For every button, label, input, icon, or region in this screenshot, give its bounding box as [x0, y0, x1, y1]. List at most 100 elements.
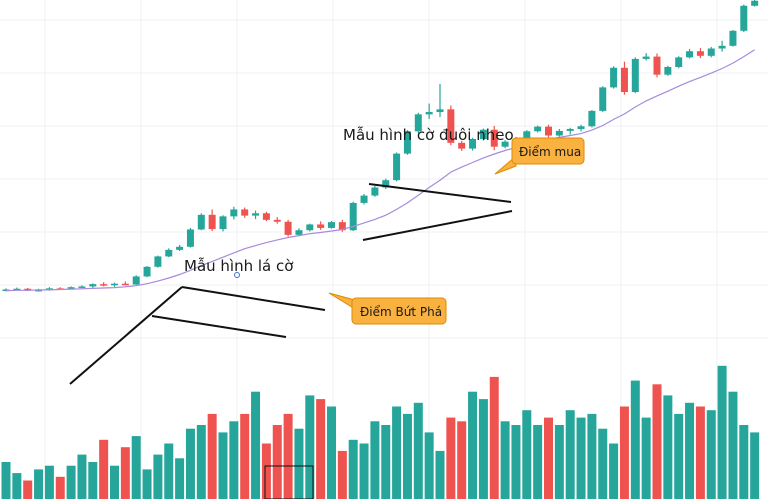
- volume-bar: [185, 428, 195, 499]
- candle: [403, 130, 411, 155]
- volume-bar: [544, 417, 553, 499]
- candle-body: [740, 5, 748, 31]
- volume-bar: [685, 402, 695, 499]
- volume-bar: [728, 391, 738, 499]
- candle: [631, 57, 639, 94]
- candle-body: [555, 130, 563, 136]
- candle-body: [642, 56, 650, 59]
- candle: [653, 53, 661, 78]
- candle-body: [382, 180, 390, 188]
- volume-bar: [609, 443, 619, 499]
- volume-bar: [196, 425, 206, 499]
- candle-body: [588, 110, 596, 127]
- pattern-trendlines: [69, 183, 513, 499]
- candle: [371, 185, 379, 197]
- moving-average-line: [5, 49, 755, 292]
- candle: [545, 124, 552, 138]
- candle-body: [132, 276, 140, 285]
- candle: [393, 152, 401, 182]
- volume-bar: [272, 425, 282, 499]
- candle-body: [197, 214, 205, 230]
- candle: [436, 83, 444, 118]
- volume-bar: [218, 432, 228, 499]
- cursor-marker: [234, 272, 240, 278]
- volume-bar: [1, 462, 11, 499]
- candle-body: [78, 286, 86, 288]
- candle: [154, 255, 162, 268]
- candle-body: [100, 284, 108, 286]
- candle-body: [479, 129, 487, 139]
- volume-bar: [44, 465, 54, 499]
- breakout-callout-label: Điểm Bứt Phá: [360, 305, 442, 319]
- candle: [317, 221, 325, 230]
- candle: [534, 125, 542, 133]
- pennant-pattern-label: Mẫu hình cờ đuôi nheo: [343, 126, 514, 144]
- candle: [566, 127, 574, 135]
- volume-bar: [99, 439, 109, 499]
- volume-bar: [511, 425, 521, 499]
- candle-body: [458, 142, 466, 149]
- candle-body: [545, 126, 552, 136]
- volume-bar: [706, 410, 716, 499]
- volume-bar: [695, 406, 705, 499]
- volume-bar: [435, 450, 445, 499]
- volume-bar: [468, 391, 478, 499]
- volume-bar: [554, 425, 564, 499]
- candle: [241, 207, 249, 218]
- volume-bar: [88, 462, 98, 499]
- candle: [751, 0, 759, 7]
- volume-bar: [34, 469, 44, 499]
- candle: [599, 86, 607, 113]
- volume-bar: [381, 425, 391, 499]
- candle-body: [599, 87, 607, 111]
- candle-body: [414, 114, 422, 132]
- candle-body: [317, 224, 325, 228]
- volume-bar: [576, 417, 586, 499]
- candle-body: [35, 289, 43, 292]
- candle: [469, 137, 477, 151]
- candle-body: [686, 51, 694, 58]
- candle-body: [241, 209, 249, 216]
- candle-body: [13, 288, 21, 291]
- candle-body: [577, 126, 585, 129]
- volume-bar: [457, 421, 467, 499]
- annotations: Mẫu hình lá cờ Mẫu hình cờ đuôi nheo Điể…: [184, 126, 585, 325]
- buy-callout-box: [511, 137, 585, 165]
- candle-body: [67, 287, 75, 289]
- candle: [252, 210, 260, 220]
- candle: [328, 220, 335, 229]
- volume-bar: [522, 410, 532, 499]
- volume-bar: [283, 413, 293, 499]
- volume-highlight-box: [264, 465, 314, 499]
- candle: [696, 48, 704, 59]
- volume-bar: [598, 428, 608, 499]
- candle: [588, 110, 596, 128]
- candle-body: [111, 283, 118, 286]
- volume-bar: [261, 443, 271, 499]
- volume-bar: [478, 399, 488, 499]
- candle-body: [534, 126, 542, 132]
- volume-bar: [619, 406, 629, 499]
- volume-bar: [750, 432, 760, 499]
- volume-bar: [424, 432, 434, 499]
- volume-bar: [717, 365, 727, 499]
- volume-bar: [229, 421, 239, 499]
- candle-body: [371, 187, 379, 196]
- candle-body: [230, 209, 238, 217]
- candle-body: [252, 213, 260, 216]
- breakout-callout: Điểm Bứt Phá: [328, 292, 447, 325]
- volume-bar: [652, 384, 662, 499]
- candles: [2, 0, 759, 292]
- candle: [610, 66, 618, 89]
- candle-body: [360, 195, 368, 203]
- volume-bar: [164, 443, 174, 499]
- candle-body: [653, 56, 661, 75]
- volume-bar: [663, 395, 673, 499]
- candle-body: [490, 129, 498, 147]
- candle: [664, 65, 672, 76]
- candle: [382, 178, 390, 190]
- volume-bar: [142, 469, 152, 499]
- volume-bar: [392, 406, 402, 499]
- volume-bar: [251, 391, 261, 499]
- candle: [729, 30, 737, 47]
